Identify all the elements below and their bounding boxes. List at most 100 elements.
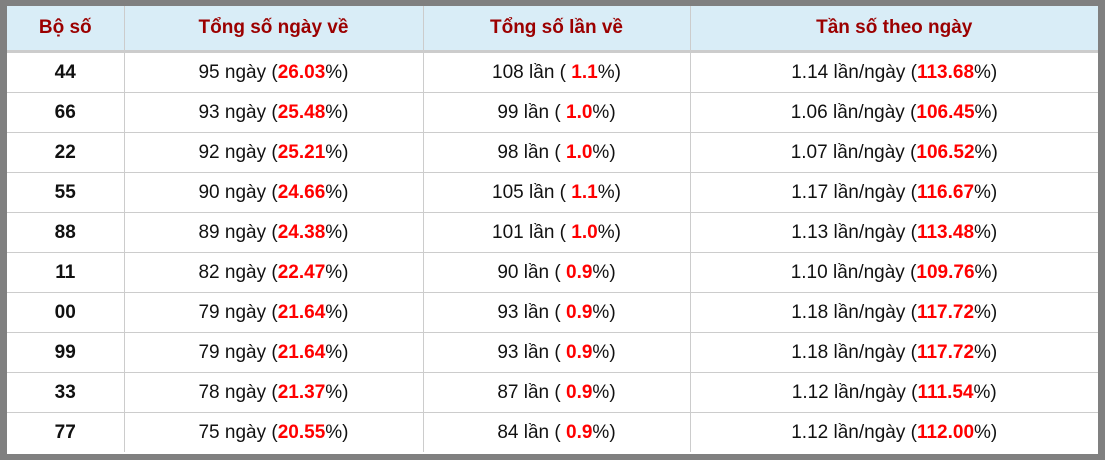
cell-text: lần	[529, 221, 555, 243]
cell-tong-so-lan: 84 lần ( 0.9%)	[423, 412, 691, 452]
cell-text: lần	[523, 261, 550, 283]
header-tong-so-ngay: Tổng số ngày về	[124, 6, 424, 53]
highlight-value: 26.03	[277, 61, 326, 83]
cell-text: lần/ngày	[833, 181, 906, 203]
cell-bo-so: 11	[7, 252, 125, 293]
cell-text: 95	[198, 61, 220, 83]
cell-tan-so: 1.10 lần/ngày (109.76%)	[690, 252, 1098, 293]
cell-text: lần/ngày	[833, 221, 906, 243]
frequency-table: Bộ số Tổng số ngày về Tổng số lần về Tần…	[7, 6, 1098, 452]
highlight-value: 0.9	[566, 261, 593, 283]
highlight-value: 0.9	[566, 341, 593, 363]
cell-text: ngày	[224, 261, 267, 283]
cell-bo-so: 55	[7, 172, 125, 213]
cell-text: 1.06	[790, 101, 828, 123]
cell-text: 98	[497, 141, 519, 163]
cell-bo-so: 99	[7, 332, 125, 373]
cell-tan-so: 1.12 lần/ngày (111.54%)	[690, 372, 1098, 413]
highlight-value: 116.67	[916, 181, 975, 203]
cell-text: 108	[492, 61, 524, 83]
cell-tong-so-ngay: 82 ngày (22.47%)	[124, 252, 424, 293]
cell-text: 75	[198, 421, 220, 443]
cell-bo-so: 00	[7, 292, 125, 333]
highlight-value: 1.0	[566, 141, 593, 163]
cell-tong-so-ngay: 93 ngày (25.48%)	[124, 92, 424, 133]
cell-bo-so: 88	[7, 212, 125, 253]
cell-text: 1.10	[790, 261, 828, 283]
highlight-value: 21.37	[277, 381, 326, 403]
cell-tong-so-lan: 93 lần ( 0.9%)	[423, 292, 691, 333]
highlight-value: 111.54	[917, 381, 974, 403]
table-row: 33 78 ngày (21.37%) 87 lần ( 0.9%) 1.12 lần…	[7, 372, 1098, 413]
cell-tong-so-lan: 90 lần ( 0.9%)	[423, 252, 691, 293]
cell-text: ngày	[224, 181, 267, 203]
cell-tan-so: 1.12 lần/ngày (112.00%)	[791, 421, 998, 443]
cell-tong-so-ngay: 78 ngày (21.37%)	[124, 372, 424, 413]
cell-text: lần	[523, 301, 550, 323]
highlight-value: 0.9	[566, 301, 593, 323]
cell-text: lần	[529, 181, 555, 203]
highlight-value: 117.72	[916, 301, 975, 323]
cell-text: lần/ngày	[833, 421, 906, 443]
highlight-value: 106.45	[916, 101, 975, 123]
highlight-value: 113.48	[916, 221, 975, 243]
cell-text: lần	[523, 381, 550, 403]
cell-tong-so-lan: 98 lần ( 1.0%)	[423, 132, 691, 173]
table-row: 00 79 ngày (21.64%) 93 lần ( 0.9%) 1.18 lần…	[7, 292, 1098, 333]
cell-text: 1.12	[791, 421, 829, 443]
cell-text: 1.18	[791, 341, 829, 363]
cell-tong-so-lan: 93 lần ( 0.9%)	[423, 332, 691, 373]
cell-text: ngày	[224, 341, 267, 363]
highlight-value: 1.0	[566, 101, 593, 123]
cell-tong-so-ngay: 79 ngày (21.64%)	[124, 332, 424, 373]
highlight-value: 0.9	[566, 421, 593, 443]
cell-text: 93	[497, 301, 519, 323]
cell-tong-so-ngay: 79 ngày (21.64%)	[124, 292, 424, 333]
cell-text: 79	[198, 341, 220, 363]
cell-text: lần	[529, 61, 555, 83]
cell-text: ngày	[224, 101, 267, 123]
cell-text: lần	[523, 421, 550, 443]
cell-text: lần/ngày	[832, 141, 905, 163]
highlight-value: 106.52	[916, 141, 975, 163]
cell-text: 1.17	[791, 181, 829, 203]
cell-text: 90	[198, 181, 220, 203]
cell-tong-so-ngay: 90 ngày (24.66%)	[124, 172, 424, 213]
cell-text: lần/ngày	[832, 101, 905, 123]
cell-text: ngày	[224, 221, 267, 243]
highlight-value: 24.66	[277, 181, 326, 203]
cell-tong-so-lan: 101 lần ( 1.0%)	[423, 212, 691, 253]
cell-text: ngày	[224, 141, 267, 163]
highlight-value: 25.48	[277, 101, 326, 123]
highlight-value: 109.76	[916, 261, 975, 283]
highlight-value: 112.00	[916, 421, 975, 443]
highlight-value: 25.21	[277, 141, 326, 163]
cell-text: ngày	[224, 301, 267, 323]
cell-text: 101	[492, 221, 524, 243]
cell-tong-so-lan: 99 lần ( 1.0%)	[423, 92, 691, 133]
table-header-row: Bộ số Tổng số ngày về Tổng số lần về Tần…	[7, 6, 1098, 53]
header-tong-so-lan: Tổng số lần về	[423, 6, 691, 53]
cell-tong-so-lan: 105 lần ( 1.1%)	[423, 172, 691, 213]
cell-text: 105	[492, 181, 524, 203]
cell-tong-so-ngay: 92 ngày (25.21%)	[124, 132, 424, 173]
cell-text: 82	[198, 261, 220, 283]
header-tan-so: Tần số theo ngày	[690, 6, 1098, 53]
cell-text: 87	[497, 381, 519, 403]
highlight-value: 21.64	[277, 301, 326, 323]
highlight-value: 1.1	[571, 181, 598, 203]
highlight-value: 22.47	[277, 261, 326, 283]
cell-text: 1.13	[791, 221, 829, 243]
cell-text: ngày	[224, 61, 267, 83]
highlight-value: 1.1	[571, 61, 598, 83]
cell-bo-so: 44	[7, 51, 125, 93]
cell-text: lần/ngày	[833, 341, 906, 363]
cell-text: lần/ngày	[832, 261, 905, 283]
cell-text: 1.18	[791, 301, 829, 323]
cell-text: 1.07	[790, 141, 828, 163]
cell-bo-so: 22	[7, 132, 125, 173]
highlight-value: 21.64	[277, 341, 326, 363]
highlight-value: 24.38	[277, 221, 326, 243]
table-row: 88 89 ngày (24.38%) 101 lần ( 1.0%) 1.13 lầ…	[7, 212, 1098, 253]
